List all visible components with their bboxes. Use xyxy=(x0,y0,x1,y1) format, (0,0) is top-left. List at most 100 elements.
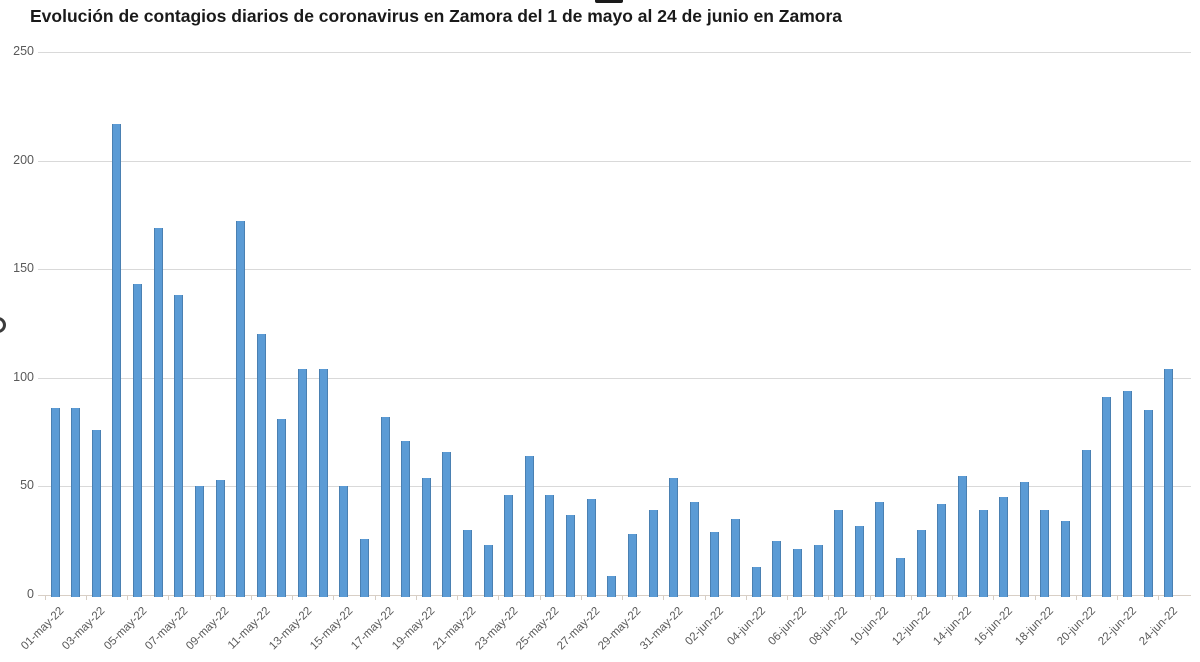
x-axis-tick xyxy=(374,596,376,600)
x-axis-tick-label: 23-may-22 xyxy=(472,605,521,653)
bar xyxy=(215,479,225,597)
bar xyxy=(277,419,287,597)
x-axis-tick xyxy=(1034,596,1036,600)
bar xyxy=(1143,410,1153,597)
x-axis-tick-label: 08-jun-22 xyxy=(807,605,851,648)
x-axis-tick xyxy=(168,596,170,600)
bar xyxy=(91,429,101,597)
bar xyxy=(772,540,782,597)
x-axis-tick-label: 06-jun-22 xyxy=(766,605,809,648)
bar xyxy=(421,477,431,597)
bar xyxy=(339,486,349,597)
x-axis-tick-label: 16-jun-22 xyxy=(972,605,1016,648)
x-axis-tick-label: 11-may-22 xyxy=(225,605,273,652)
bar xyxy=(751,566,761,597)
y-axis-tick-label: 50 xyxy=(20,478,34,493)
bar xyxy=(937,503,947,597)
gridline xyxy=(38,52,1191,53)
bar xyxy=(359,538,369,597)
x-axis-tick-label: 20-jun-22 xyxy=(1054,605,1098,648)
x-axis-tick xyxy=(993,596,995,600)
bar xyxy=(957,475,967,597)
x-axis-tick-label: 29-may-22 xyxy=(596,605,644,653)
x-axis-tick xyxy=(539,596,541,600)
gridline xyxy=(38,377,1191,379)
x-axis-tick xyxy=(1158,596,1160,600)
x-axis-tick xyxy=(457,596,459,600)
x-axis-tick xyxy=(44,596,46,600)
bar xyxy=(792,549,802,597)
x-axis-tick xyxy=(828,596,830,600)
bar xyxy=(607,575,617,597)
bar xyxy=(442,451,452,597)
x-axis-tick-label: 21-may-22 xyxy=(431,605,479,653)
x-axis-tick xyxy=(333,596,335,600)
x-axis-tick-label: 09-may-22 xyxy=(184,605,232,653)
bar xyxy=(669,477,679,597)
x-axis-tick-label: 10-jun-22 xyxy=(848,605,892,648)
bar xyxy=(483,545,493,597)
y-axis-tick-label: 250 xyxy=(13,44,34,58)
x-axis-tick-label: 13-may-22 xyxy=(266,605,314,653)
x-axis-tick xyxy=(292,596,294,600)
bar xyxy=(999,497,1009,597)
x-axis-tick xyxy=(952,596,954,600)
x-axis-tick xyxy=(209,596,211,600)
bar xyxy=(1102,397,1112,597)
bar xyxy=(1164,369,1174,597)
bar xyxy=(1019,482,1029,597)
x-axis-tick xyxy=(1117,596,1118,600)
bar xyxy=(71,408,81,597)
x-axis-tick-label: 31-may-22 xyxy=(637,605,686,653)
gridline xyxy=(38,160,1191,162)
bar xyxy=(648,510,658,597)
x-axis-tick xyxy=(1075,596,1077,600)
x-axis-tick-label: 02-jun-22 xyxy=(683,605,727,648)
x-axis-tick-label: 07-may-22 xyxy=(142,605,191,653)
bar xyxy=(1122,390,1132,597)
x-axis-tick xyxy=(127,596,129,600)
bar xyxy=(731,519,740,597)
bar xyxy=(236,221,246,597)
bar xyxy=(1061,521,1070,597)
bar xyxy=(627,534,637,597)
x-axis-tick xyxy=(745,596,747,600)
x-axis-tick xyxy=(85,596,87,600)
x-axis-tick xyxy=(250,596,252,600)
bar xyxy=(545,495,555,597)
x-axis-tick-label: 01-may-22 xyxy=(19,605,67,653)
bar xyxy=(174,295,184,597)
bar xyxy=(256,334,266,597)
x-axis-tick xyxy=(910,596,912,600)
chart-title: Evolución de contagios diarios de corona… xyxy=(30,6,843,26)
bar xyxy=(586,499,596,597)
x-axis-tick xyxy=(622,596,624,600)
bar xyxy=(504,495,514,597)
x-axis-tick xyxy=(580,596,582,600)
x-axis-tick-label: 27-may-22 xyxy=(555,605,603,653)
bar xyxy=(298,369,307,597)
x-axis-tick-label: 05-may-22 xyxy=(101,605,149,653)
bar xyxy=(566,514,575,597)
y-axis-tick-label: 150 xyxy=(13,261,34,276)
x-axis-tick-label: 15-may-22 xyxy=(307,605,356,653)
x-axis-tick xyxy=(869,596,871,600)
x-axis-tick-label: 19-may-22 xyxy=(390,605,438,653)
x-axis-tick xyxy=(498,596,500,600)
x-axis-tick xyxy=(415,596,417,600)
bar xyxy=(524,456,534,597)
bar xyxy=(689,501,699,597)
bar xyxy=(854,525,864,597)
gridline xyxy=(38,269,1191,271)
y-axis-tick-label: 0 xyxy=(27,587,34,601)
bar xyxy=(896,558,905,597)
bar xyxy=(916,529,926,597)
bar xyxy=(50,408,60,597)
y-axis-tick-label: 200 xyxy=(13,152,34,167)
x-axis-tick xyxy=(704,596,706,600)
bar xyxy=(153,227,163,597)
bar xyxy=(978,510,988,597)
x-axis-tick-label: 18-jun-22 xyxy=(1013,605,1057,648)
